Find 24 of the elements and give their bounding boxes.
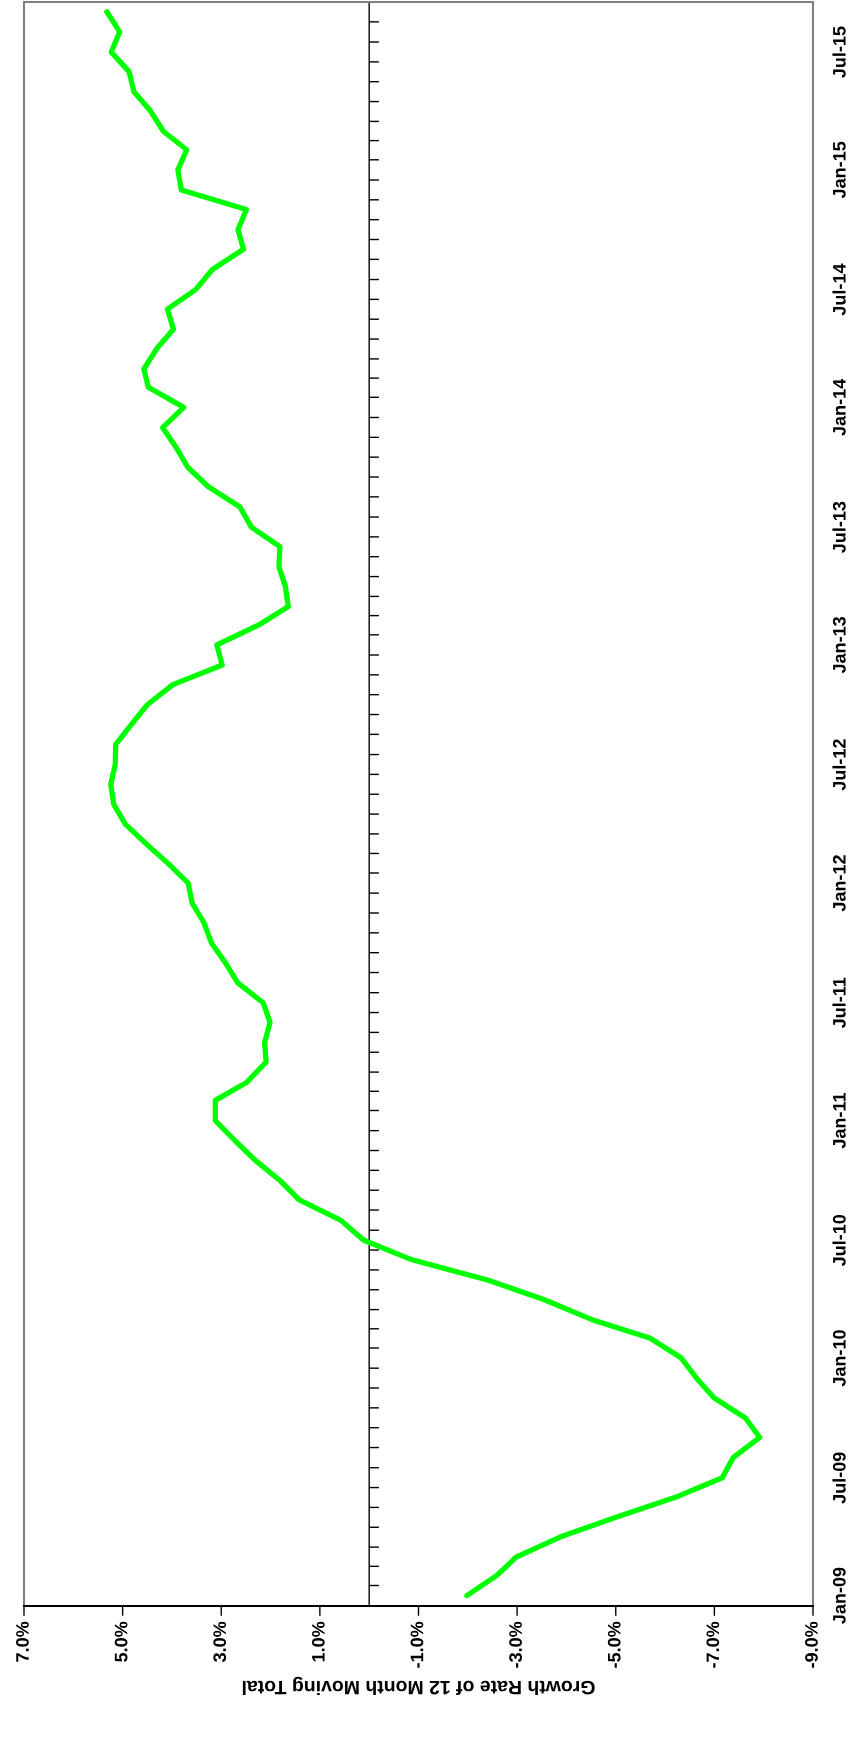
x-tick-label: -3.0% — [509, 1621, 522, 1668]
y-tick-label: Jul-11 — [832, 977, 846, 1029]
x-tick-label: -7.0% — [706, 1621, 720, 1668]
y-tick-label: Jan-12 — [832, 855, 846, 912]
y-tick-label: Jan-15 — [833, 141, 846, 199]
y-tick-label: Jul-13 — [832, 501, 846, 553]
y-tick-label: Jul-14 — [832, 263, 846, 316]
x-tick-label: -9.0% — [805, 1621, 818, 1668]
x-tick-label: 3.0% — [213, 1621, 227, 1663]
x-tick-label: 7.0% — [16, 1621, 29, 1662]
x-tick-label: 5.0% — [114, 1621, 128, 1662]
y-tick-label: Jan-13 — [832, 616, 846, 674]
y-tick-label: Jan-14 — [833, 378, 846, 436]
x-tick-label: 1.0% — [311, 1621, 325, 1662]
y-tick-label: Jul-09 — [832, 1452, 846, 1504]
x-axis-title: Growth Rate of 12 Month Moving Total — [242, 1676, 595, 1695]
x-tick-label: -1.0% — [410, 1621, 424, 1668]
x-tick-label: -5.0% — [607, 1621, 621, 1668]
y-tick-label: Jul-10 — [832, 1214, 846, 1267]
y-tick-label: Jan-10 — [832, 1330, 846, 1387]
y-tick-label: Jul-12 — [832, 739, 846, 791]
y-tick-label: Jan-09 — [832, 1567, 846, 1624]
y-tick-label: Jul-15 — [832, 26, 846, 78]
y-tick-label: Jan-11 — [833, 1092, 846, 1149]
